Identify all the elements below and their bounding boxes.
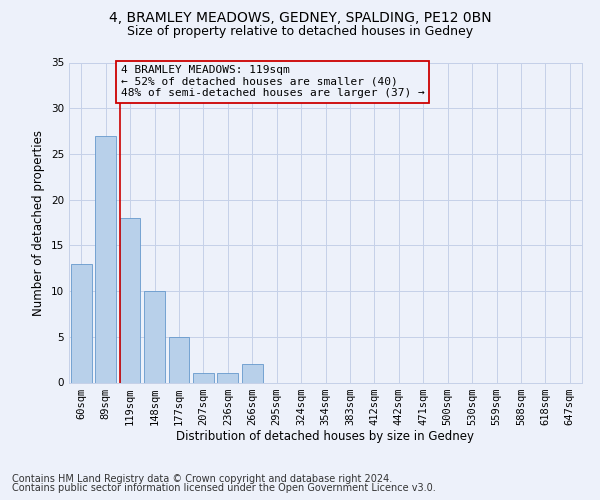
Bar [119, 218, 140, 382]
Text: Contains HM Land Registry data © Crown copyright and database right 2024.: Contains HM Land Registry data © Crown c… [12, 474, 392, 484]
Bar [169, 337, 190, 382]
Bar [144, 291, 165, 382]
Bar [95, 136, 116, 382]
Bar [193, 374, 214, 382]
Bar [242, 364, 263, 382]
Bar [217, 374, 238, 382]
Bar [71, 264, 92, 382]
Text: 4, BRAMLEY MEADOWS, GEDNEY, SPALDING, PE12 0BN: 4, BRAMLEY MEADOWS, GEDNEY, SPALDING, PE… [109, 11, 491, 25]
Text: Size of property relative to detached houses in Gedney: Size of property relative to detached ho… [127, 25, 473, 38]
Text: 4 BRAMLEY MEADOWS: 119sqm
← 52% of detached houses are smaller (40)
48% of semi-: 4 BRAMLEY MEADOWS: 119sqm ← 52% of detac… [121, 65, 425, 98]
Text: Contains public sector information licensed under the Open Government Licence v3: Contains public sector information licen… [12, 483, 436, 493]
Y-axis label: Number of detached properties: Number of detached properties [32, 130, 46, 316]
X-axis label: Distribution of detached houses by size in Gedney: Distribution of detached houses by size … [176, 430, 475, 444]
